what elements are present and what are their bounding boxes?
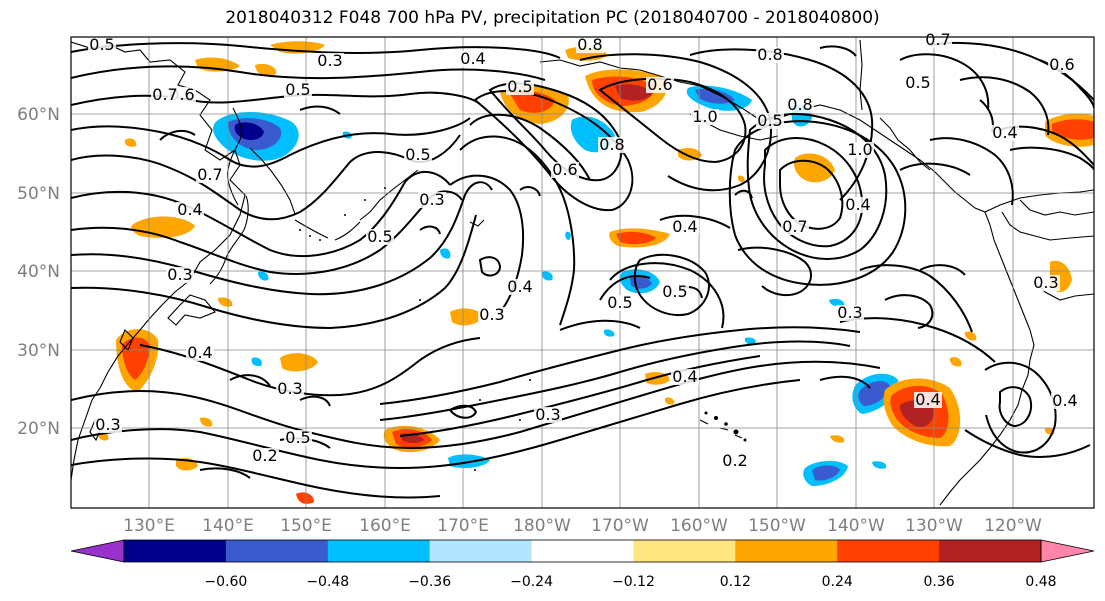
colorbar bbox=[70, 539, 1095, 563]
islands bbox=[299, 187, 747, 471]
contour-label: 1.0 bbox=[692, 107, 717, 126]
longitude-label: 180°W bbox=[513, 516, 571, 536]
longitude-label: 120°W bbox=[984, 516, 1042, 536]
colorbar-segment bbox=[633, 540, 736, 562]
contour-label: 0.5 bbox=[285, 428, 310, 447]
latitude-label: 40°N bbox=[17, 262, 60, 282]
contour-label: 0.5 bbox=[757, 111, 782, 130]
colorbar-tick-labels: −0.60 −0.48 −0.36 −0.24 −0.12 0.12 0.24 0.36 0.4… bbox=[204, 574, 1056, 590]
longitude-label: 170°E bbox=[437, 516, 489, 536]
contour-label: 0.8 bbox=[757, 45, 782, 64]
latitude-label: 20°N bbox=[17, 419, 60, 439]
map-title: 2018040312 F048 700 hPa PV, precipitatio… bbox=[225, 8, 880, 28]
colorbar-tick-label: 0.24 bbox=[822, 574, 853, 590]
contour-label: 0.4 bbox=[992, 123, 1017, 142]
plot-frame bbox=[70, 36, 1095, 509]
contour-label: 0.8 bbox=[599, 135, 624, 154]
colorbar-extend-low bbox=[70, 539, 125, 563]
colorbar-segment bbox=[735, 540, 838, 562]
contour-labels: 0.50.3 0.40.60.7 0.50.80.60.51.0 0.50.80.60… bbox=[88, 30, 1079, 470]
latitude-labels: 60°N 50°N 40°N 30°N 20°N bbox=[17, 105, 60, 439]
contour-label: 0.8 bbox=[787, 95, 812, 114]
contour-label: 0.4 bbox=[915, 390, 940, 409]
contour-label: 0.2 bbox=[722, 451, 747, 470]
colorbar-segment bbox=[327, 540, 431, 562]
colorbar-tick-label: 0.12 bbox=[720, 574, 751, 590]
contour-label: 0.5 bbox=[89, 35, 114, 54]
contour-label: 0.4 bbox=[507, 277, 532, 296]
longitude-label: 150°E bbox=[280, 516, 332, 536]
latitude-label: 50°N bbox=[17, 184, 60, 204]
longitude-label: 170°W bbox=[591, 516, 649, 536]
colorbar-tick-label: −0.48 bbox=[306, 574, 349, 590]
contour-label: 0.6 bbox=[552, 160, 577, 179]
longitude-label: 160°E bbox=[359, 516, 411, 536]
contour-label: 0.7 bbox=[925, 30, 950, 49]
colorbar-segment bbox=[837, 540, 940, 562]
contour-label: 0.4 bbox=[460, 49, 485, 68]
contour-label: 0.8 bbox=[577, 35, 602, 54]
contour-label: 0.5 bbox=[507, 77, 532, 96]
contour-label: 0.4 bbox=[177, 200, 202, 219]
contour-label: 0.3 bbox=[419, 190, 444, 209]
longitude-label: 140°W bbox=[827, 516, 885, 536]
colorbar-segment bbox=[225, 540, 329, 562]
contour-label: 0.3 bbox=[277, 379, 302, 398]
contour-label: 0.5 bbox=[285, 80, 310, 99]
longitude-labels: 130°E 140°E 150°E 160°E 170°E 180°W 170°W 160°W… bbox=[123, 516, 1042, 536]
latitude-label: 60°N bbox=[17, 105, 60, 125]
contour-label: 0.3 bbox=[317, 51, 342, 70]
contour-label: 0.4 bbox=[672, 217, 697, 236]
contour-label: 0.5 bbox=[607, 293, 632, 312]
contour-label: 0.6 bbox=[647, 75, 672, 94]
contour-label: 0.3 bbox=[479, 305, 504, 324]
contour-label: 0.3 bbox=[535, 405, 560, 424]
contour-label: 0.5 bbox=[662, 282, 687, 301]
longitude-label: 160°W bbox=[670, 516, 728, 536]
colorbar-tick-label: −0.12 bbox=[612, 574, 655, 590]
contour-label: 0.4 bbox=[845, 195, 870, 214]
contour-label: 0.2 bbox=[252, 446, 277, 465]
contour-label: 1.0 bbox=[847, 140, 872, 159]
colorbar-segment bbox=[429, 540, 533, 562]
colorbar-tick-label: 0.48 bbox=[1025, 574, 1056, 590]
contour-label: 0.5 bbox=[905, 73, 930, 92]
contour-label: 0.3 bbox=[1033, 273, 1058, 292]
longitude-label: 150°W bbox=[748, 516, 806, 536]
colorbar-tick-label: −0.60 bbox=[204, 574, 247, 590]
contour-label: 0.7 bbox=[782, 217, 807, 236]
colorbar-segment bbox=[531, 540, 634, 562]
colorbar-segment bbox=[124, 540, 227, 562]
contour-label: 0.4 bbox=[1052, 391, 1077, 410]
contour-label: 0.3 bbox=[837, 303, 862, 322]
colorbar-extend-high bbox=[1040, 539, 1095, 563]
contour-label: 0.7 bbox=[152, 85, 177, 104]
longitude-label: 130°W bbox=[905, 516, 963, 536]
contour-label: 0.7 bbox=[197, 165, 222, 184]
contour-label: 0.5 bbox=[405, 145, 430, 164]
colorbar-segment bbox=[939, 540, 1042, 562]
contour-label: 0.3 bbox=[167, 265, 192, 284]
colorbar-tick-label: −0.36 bbox=[408, 574, 451, 590]
contour-label: 0.3 bbox=[95, 415, 120, 434]
longitude-label: 140°E bbox=[202, 516, 254, 536]
latitude-label: 30°N bbox=[17, 341, 60, 361]
contour-label: 0.4 bbox=[672, 367, 697, 386]
contour-label: 0.4 bbox=[187, 343, 212, 362]
colorbar-tick-label: −0.24 bbox=[510, 574, 553, 590]
contour-label: 0.5 bbox=[367, 227, 392, 246]
colorbar-tick-label: 0.36 bbox=[924, 574, 955, 590]
longitude-label: 130°E bbox=[123, 516, 175, 536]
contour-label: 0.6 bbox=[1049, 55, 1074, 74]
positive-precip-areas bbox=[97, 41, 1094, 504]
